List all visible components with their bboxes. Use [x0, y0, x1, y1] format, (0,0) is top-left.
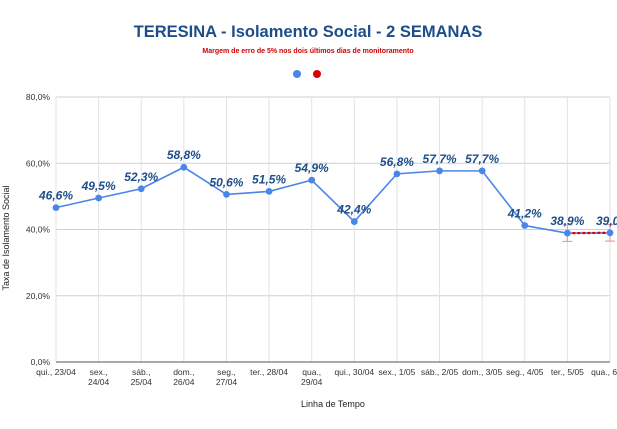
data-point: [137, 185, 145, 193]
chart-subtitle: Margem de erro de 5% nos dois últimos di…: [202, 48, 413, 55]
data-label: 46,6%: [38, 189, 73, 203]
data-label: 42,4%: [336, 203, 371, 217]
data-point: [308, 176, 316, 184]
data-label: 51,5%: [252, 172, 286, 186]
x-tick-label: dom., 3/05: [462, 367, 502, 377]
x-tick-label: dom., 26/04: [173, 367, 195, 387]
data-label: 49,5%: [81, 179, 116, 193]
axes: 0,0% 20,0% 40,0% 60,0% 80,0% qui., 23/04 sex.,…: [26, 92, 617, 387]
data-label: 39,0%: [596, 214, 617, 228]
x-axis-title: Linha de Tempo: [301, 399, 365, 409]
x-tick-label: sex., 1/05: [378, 367, 415, 377]
data-point: [52, 204, 60, 212]
x-tick-label: seg., 4/05: [506, 367, 544, 377]
data-point: [478, 167, 486, 175]
data-label: 54,9%: [295, 161, 329, 175]
data-label: 52,3%: [124, 170, 158, 184]
chart-title: TERESINA - Isolamento Social - 2 SEMANAS: [134, 23, 483, 41]
y-tick-label: 20,0%: [26, 291, 51, 301]
legend-marker-series-2: [313, 70, 321, 78]
data-label: 57,7%: [423, 152, 457, 166]
data-point: [350, 218, 358, 225]
series-line-1: [55, 166, 611, 234]
data-label: 38,9%: [550, 214, 584, 228]
data-point: [180, 163, 188, 171]
data-point: [265, 188, 273, 195]
x-tick-label: qui., 30/04: [334, 367, 374, 377]
data-point: [95, 194, 103, 202]
x-tick-label: sáb., 25/04: [131, 367, 153, 387]
legend-marker-series-1: [293, 70, 301, 78]
x-tick-label: sáb., 2/05: [421, 367, 459, 377]
data-point: [563, 229, 571, 237]
x-tick-label: seg., 27/04: [216, 367, 238, 387]
data-labels: 46,6% 49,5% 52,3% 58,8% 50,6% 51,5% 54,9% 42,4%…: [38, 148, 617, 228]
y-tick-label: 60,0%: [26, 158, 51, 168]
x-tick-label: ter., 28/04: [250, 367, 288, 377]
y-tick-label: 0,0%: [31, 357, 51, 367]
data-point: [223, 190, 230, 198]
grid: [55, 96, 611, 363]
series: [52, 163, 615, 243]
data-label: 50,6%: [209, 175, 243, 189]
x-tick-label: qua., 6/05: [591, 367, 617, 377]
x-tick-label: qui., 23/04: [36, 367, 76, 377]
data-label: 57,7%: [465, 152, 499, 166]
data-point: [606, 229, 614, 237]
data-label: 58,8%: [167, 148, 201, 162]
data-point: [521, 222, 529, 229]
x-tick-label: sex., 24/04: [88, 367, 110, 387]
y-axis-title: Taxa de Isolamento Social: [1, 185, 11, 290]
legend: [293, 70, 321, 78]
y-tick-label: 40,0%: [26, 225, 51, 235]
data-point: [393, 170, 401, 178]
x-tick-label: qua., 29/04: [301, 367, 323, 387]
y-tick-label: 80,0%: [26, 92, 51, 102]
data-label: 41,2%: [507, 207, 542, 221]
data-point: [436, 167, 443, 175]
data-label: 56,8%: [380, 155, 414, 169]
x-tick-label: ter., 5/05: [551, 367, 584, 377]
